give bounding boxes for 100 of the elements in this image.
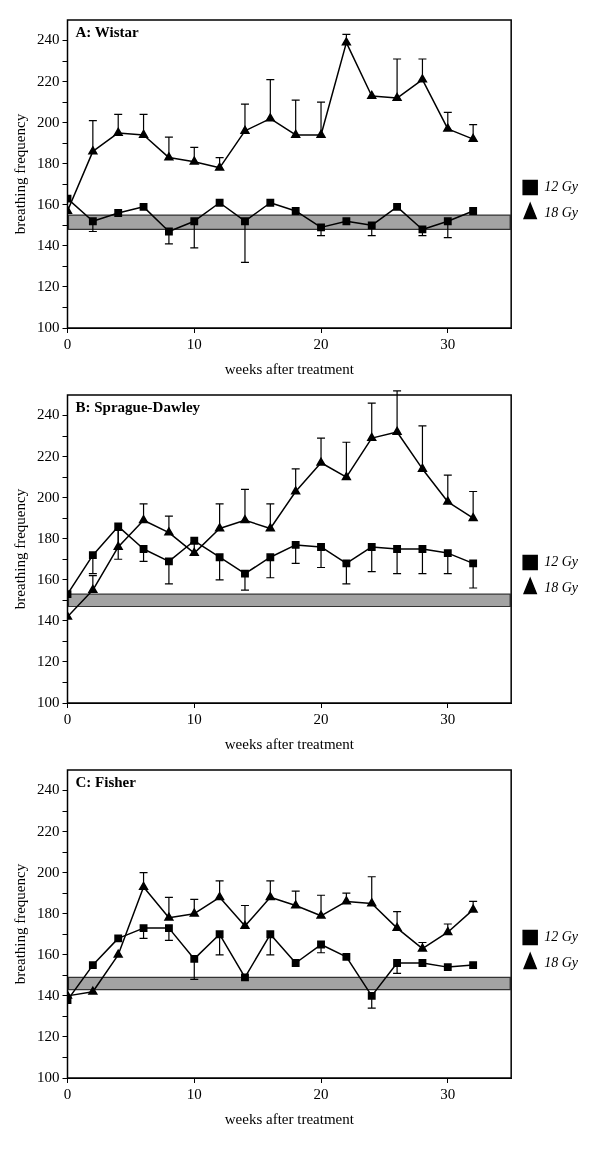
y-axis-title: breathing frequency	[11, 863, 28, 985]
point	[341, 37, 352, 46]
x-tick-label: 0	[63, 335, 72, 352]
y-tick-label: 100	[37, 1068, 60, 1085]
legend-label: 12 Gy	[544, 554, 579, 570]
point	[190, 954, 199, 963]
point	[342, 559, 351, 568]
chart-title: B: Sprague-Dawley	[75, 399, 201, 416]
y-axis-title: breathing frequency	[11, 113, 28, 235]
y-tick-label: 120	[37, 277, 60, 294]
y-tick-label: 180	[37, 904, 60, 921]
point	[113, 127, 123, 136]
point	[265, 113, 275, 122]
point	[113, 949, 123, 958]
x-tick-label: 20	[313, 335, 329, 352]
x-tick-label: 20	[313, 710, 329, 727]
point	[215, 198, 224, 207]
y-tick-label: 140	[37, 611, 60, 628]
x-tick-label: 30	[440, 710, 456, 727]
point	[417, 74, 428, 83]
point	[241, 217, 249, 226]
point	[342, 217, 351, 226]
x-tick-label: 30	[440, 1085, 456, 1102]
chart-title: C: Fisher	[75, 774, 137, 791]
point	[443, 496, 453, 505]
point	[114, 522, 123, 531]
point	[469, 207, 478, 215]
point	[367, 543, 376, 551]
point	[114, 209, 123, 217]
point	[291, 486, 301, 495]
point	[291, 207, 300, 215]
point	[367, 991, 376, 1000]
point	[393, 959, 402, 967]
y-tick-label: 140	[37, 236, 60, 253]
point	[469, 559, 478, 568]
legend-label: 18 Gy	[544, 955, 579, 971]
y-tick-label: 160	[37, 945, 60, 962]
y-tick-label: 180	[37, 154, 60, 171]
y-tick-label: 220	[37, 72, 60, 89]
x-tick-label: 20	[313, 1085, 329, 1102]
chart-title: A: Wistar	[75, 24, 140, 41]
point	[418, 959, 427, 967]
legend-label: 12 Gy	[544, 179, 579, 195]
y-tick-label: 220	[37, 447, 60, 464]
point	[114, 934, 123, 943]
x-tick-label: 0	[63, 710, 72, 727]
point	[291, 959, 300, 967]
legend-label: 12 Gy	[544, 929, 579, 945]
point	[138, 129, 149, 138]
point	[367, 432, 377, 442]
point	[164, 152, 174, 161]
y-tick-label: 160	[37, 195, 60, 212]
point	[342, 952, 351, 961]
y-axis-title: breathing frequency	[11, 488, 28, 610]
point	[241, 973, 249, 982]
point	[317, 223, 325, 232]
y-tick-label: 120	[37, 652, 60, 669]
y-tick-label: 240	[37, 406, 60, 423]
y-tick-label: 200	[37, 863, 60, 880]
point	[189, 156, 199, 165]
point	[164, 557, 173, 566]
point	[367, 90, 377, 99]
point	[190, 217, 199, 226]
point	[164, 527, 174, 536]
point	[443, 549, 452, 558]
y-tick-label: 160	[37, 570, 60, 587]
point	[443, 217, 452, 226]
point	[189, 908, 199, 917]
x-tick-label: 10	[186, 335, 202, 352]
point	[266, 198, 275, 207]
x-tick-label: 30	[440, 335, 456, 352]
point	[393, 545, 402, 553]
point	[88, 986, 98, 995]
y-tick-label: 100	[37, 318, 60, 335]
y-tick-label: 240	[37, 31, 60, 48]
point	[88, 961, 97, 969]
point	[291, 900, 301, 909]
x-tick-label: 10	[186, 710, 202, 727]
point	[468, 904, 478, 913]
point	[88, 217, 97, 226]
point	[241, 569, 249, 578]
y-tick-label: 200	[37, 488, 60, 505]
point	[469, 961, 478, 969]
point	[291, 540, 300, 549]
point	[215, 553, 224, 562]
point	[317, 543, 325, 551]
point	[215, 930, 224, 939]
point	[189, 547, 199, 557]
y-tick-label: 120	[37, 1027, 60, 1044]
point	[443, 963, 452, 972]
x-tick-label: 0	[63, 1085, 72, 1102]
legend-label: 18 Gy	[544, 580, 579, 596]
point	[139, 202, 148, 211]
point	[138, 881, 149, 891]
point	[367, 221, 376, 230]
y-tick-label: 220	[37, 822, 60, 839]
point	[190, 536, 199, 545]
point	[88, 551, 97, 560]
y-tick-label: 180	[37, 529, 60, 546]
point	[164, 924, 173, 933]
